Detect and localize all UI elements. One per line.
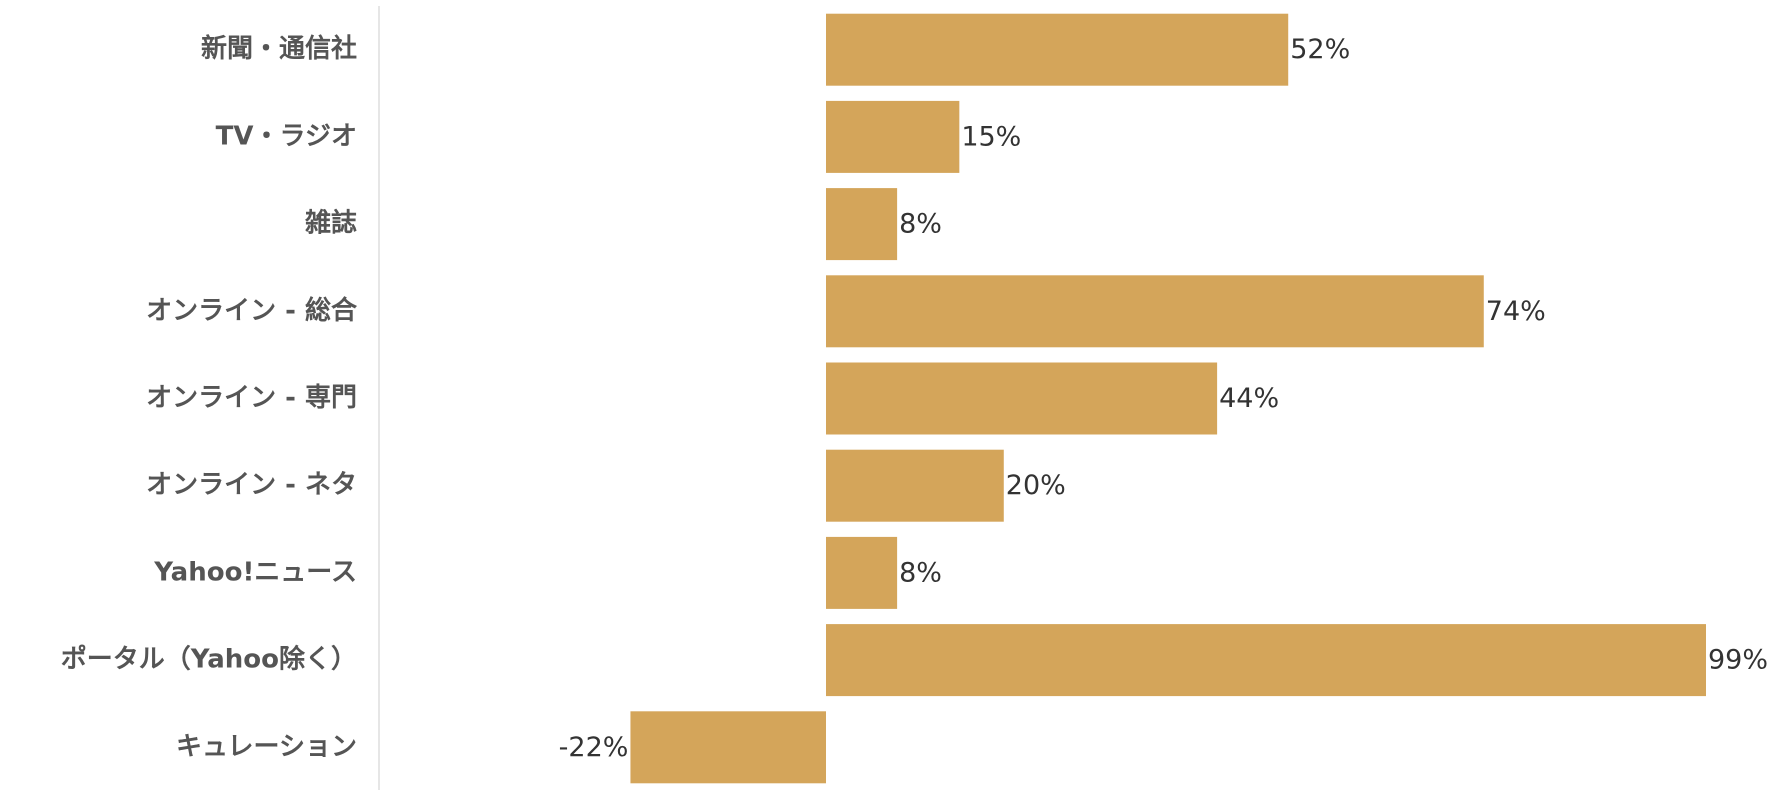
category-label: Yahoo!ニュース: [153, 557, 357, 587]
value-label: 74%: [1486, 296, 1546, 327]
category-label: オンライン - 専門: [146, 383, 357, 413]
bar: [826, 449, 1004, 522]
bar: [826, 100, 960, 173]
bar: [826, 188, 898, 261]
category-label: オンライン - 総合: [146, 295, 358, 326]
value-label: -22%: [559, 732, 629, 763]
value-label: 15%: [961, 121, 1021, 152]
value-label: 8%: [899, 209, 942, 240]
bar: [826, 275, 1484, 348]
category-label: キュレーション: [176, 732, 357, 762]
bar: [630, 711, 826, 784]
bar: [826, 13, 1289, 86]
value-label: 8%: [899, 557, 942, 588]
category-label: 新聞・通信社: [201, 33, 357, 64]
value-label: 20%: [1006, 470, 1066, 501]
category-label: ポータル（Yahoo除く）: [61, 644, 357, 675]
category-label: 雑誌: [304, 208, 357, 239]
value-label: 52%: [1290, 34, 1350, 65]
value-label: 44%: [1219, 383, 1279, 414]
bar: [826, 624, 1706, 697]
bar: [826, 362, 1218, 435]
bar: [826, 536, 898, 609]
value-label: 99%: [1708, 645, 1768, 676]
category-label: オンライン - ネタ: [146, 470, 357, 500]
category-label: TV・ラジオ: [216, 121, 357, 151]
